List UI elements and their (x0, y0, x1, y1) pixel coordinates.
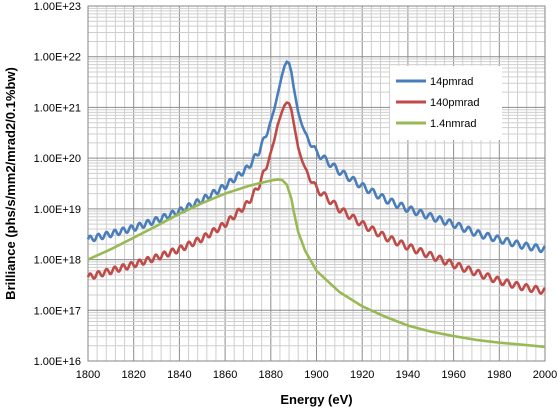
y-tick-label: 1.00E+19 (34, 204, 81, 216)
x-tick-label: 1800 (76, 369, 100, 381)
x-tick-label: 1980 (487, 369, 511, 381)
x-tick-label: 1920 (350, 369, 374, 381)
series-line-140pmrad (86, 101, 546, 295)
x-tick-label: 1960 (441, 369, 465, 381)
series-layer (86, 60, 546, 349)
legend-item-14pmrad: 14pmrad (396, 76, 473, 88)
y-tick-label: 1.00E+22 (34, 52, 81, 64)
x-tick-label: 1820 (121, 369, 145, 381)
y-tick-label: 1.00E+20 (34, 153, 81, 165)
legend: 14pmrad 140pmrad 1.4nmrad (390, 66, 502, 140)
x-tick-label: 1900 (304, 369, 328, 381)
series-line-14pmrad (86, 60, 546, 254)
y-axis-title: Brilliance (phs/s/mm2/mrad2/0.1%bw) (3, 67, 18, 300)
y-tick-labels: 1.00E+16 1.00E+17 1.00E+18 1.00E+19 1.00E+20… (34, 1, 81, 368)
x-tick-label: 1860 (213, 369, 237, 381)
x-tick-label: 2000 (533, 369, 557, 381)
x-tick-label: 1840 (167, 369, 191, 381)
y-tick-label: 1.00E+23 (34, 1, 81, 13)
y-tick-label: 1.00E+16 (34, 356, 81, 368)
y-tick-label: 1.00E+18 (34, 255, 81, 267)
legend-label: 140pmrad (430, 97, 480, 109)
y-tick-label: 1.00E+17 (34, 305, 81, 317)
x-tick-label: 1940 (396, 369, 420, 381)
y-tick-label: 1.00E+21 (34, 102, 81, 114)
legend-item-140pmrad: 140pmrad (396, 97, 480, 109)
x-axis-title: Energy (eV) (280, 392, 352, 407)
legend-label: 14pmrad (430, 76, 473, 88)
x-tick-labels: 1800 1820 1840 1860 1880 1900 1920 1940 1960 1980… (76, 369, 557, 381)
legend-label: 1.4nmrad (430, 118, 476, 130)
series-line-1-4nmrad (87, 178, 546, 349)
legend-item-1-4nmrad: 1.4nmrad (396, 118, 476, 130)
x-tick-label: 1880 (259, 369, 283, 381)
plot-frame (87, 5, 546, 362)
